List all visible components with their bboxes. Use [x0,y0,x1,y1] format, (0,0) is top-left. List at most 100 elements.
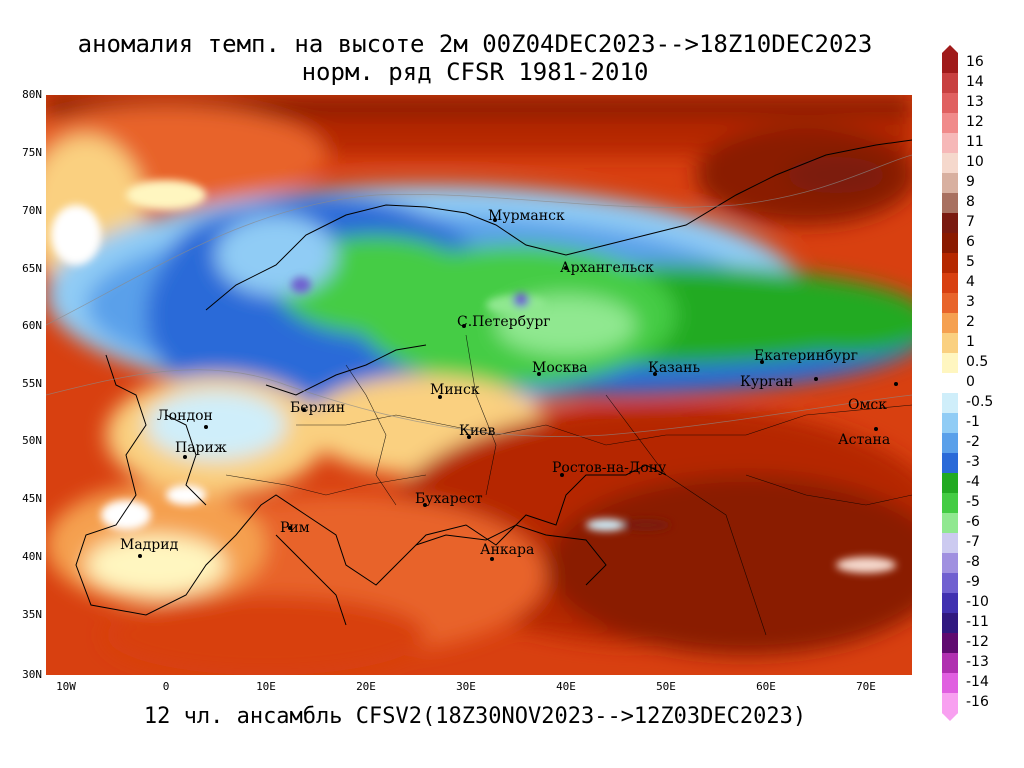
city-label-1: Мурманск [488,208,565,224]
colorbar-label: 4 [966,274,975,290]
lat-label-50n: 50N [22,434,42,447]
colorbar-label: 9 [966,174,975,190]
colorbar-label: 16 [966,54,984,70]
colorbar-label: -4 [966,474,980,490]
colorbar-swatch [942,53,958,74]
colorbar-swatch [942,113,958,134]
colorbar-swatch [942,333,958,354]
city-marker [874,427,878,431]
coastlines [75,139,912,626]
colorbar-label: 12 [966,114,984,130]
colorbar-swatch [942,673,958,694]
city-marker [462,324,466,328]
lat-label-60n: 60N [22,319,42,332]
colorbar-swatch [942,273,958,294]
colorbar-swatch [942,373,958,394]
colorbar-label: 11 [966,134,984,150]
lat-label-80n: 80N [22,88,42,101]
colorbar-label: 5 [966,254,975,270]
chart-subtitle: норм. ряд CFSR 1981-2010 [301,58,649,86]
city-label-14: Киев [459,423,496,439]
map-svg [46,95,912,675]
lat-label-75n: 75N [22,146,42,159]
colorbar-label: 10 [966,154,984,170]
colorbar-swatch [942,73,958,94]
colorbar-label: -2 [966,434,980,450]
lat-label-65n: 65N [22,262,42,275]
city-label-6: Екатеринбург [754,348,858,364]
city-marker [204,425,208,429]
colorbar-swatch [942,473,958,494]
colorbar-label: -14 [966,674,989,690]
city-label-15: Ростов-на-Дону [552,460,667,476]
colorbar-min-arrow [942,713,958,721]
city-marker [423,503,427,507]
colorbar-label: 8 [966,194,975,210]
city-label-3: С.Петербург [457,314,551,330]
lon-label-30e: 30E [456,680,476,693]
contours [46,154,912,437]
city-marker [490,557,494,561]
colorbar-swatch [942,453,958,474]
colorbar-label: 1 [966,334,975,350]
colorbar-swatch [942,433,958,454]
lon-label-0: 0 [162,680,170,693]
colorbar-label: -13 [966,654,989,670]
city-label-4: Москва [532,360,588,376]
colorbar-swatch [942,213,958,234]
colorbar-max-arrow [942,45,958,53]
colorbar-label: -3 [966,454,980,470]
ensemble-caption: 12 чл. ансамбль CFSV2(18Z30NOV2023-->12Z… [143,704,807,729]
colorbar-label: -6 [966,514,980,530]
colorbar-label: 13 [966,94,984,110]
lat-label-55n: 55N [22,377,42,390]
colorbar-swatch [942,93,958,114]
lon-label-40e: 40E [556,680,576,693]
city-marker [438,395,442,399]
colorbar-swatch [942,513,958,534]
colorbar-swatch [942,593,958,614]
colorbar-swatch [942,533,958,554]
lon-label-60e: 60E [756,680,776,693]
colorbar-swatch [942,153,958,174]
city-label-16: Бухарест [415,491,483,507]
lat-label-35n: 35N [22,608,42,621]
city-label-5: Казань [648,360,701,376]
city-marker [467,435,471,439]
city-marker [288,526,292,530]
lat-label-70n: 70N [22,204,42,217]
colorbar-label: 3 [966,294,975,310]
colorbar-swatch [942,553,958,574]
city-label-7: Курган [740,374,794,390]
colorbar-swatch [942,173,958,194]
chart-title: аномалия темп. на высоте 2м 00Z04DEC2023… [77,30,873,58]
lat-label-40n: 40N [22,550,42,563]
colorbar-label: 6 [966,234,975,250]
colorbar-label: -9 [966,574,980,590]
city-label-13: Париж [175,440,227,456]
colorbar-swatch [942,493,958,514]
colorbar-swatch [942,353,958,374]
city-marker [302,408,306,412]
colorbar-label: 14 [966,74,984,90]
city-marker [560,473,564,477]
lon-label-10w: 10W [56,680,76,693]
city-label-12: Лондон [157,408,213,424]
colorbar-label: -16 [966,694,989,710]
city-marker [653,372,657,376]
colorbar-swatch [942,193,958,214]
colorbar-label: 0 [966,374,975,390]
lon-label-50e: 50E [656,680,676,693]
city-marker [183,455,187,459]
colorbar-label: 2 [966,314,975,330]
colorbar-label: 7 [966,214,975,230]
colorbar-label: -0.5 [966,394,994,410]
lon-label-10e: 10E [256,680,276,693]
colorbar [942,45,958,721]
colorbar-swatch [942,133,958,154]
city-label-9: Астана [838,432,891,448]
lat-label-30n: 30N [22,668,42,681]
colorbar-label: -7 [966,534,980,550]
city-marker [894,382,898,386]
temperature-anomaly-map [46,95,912,675]
